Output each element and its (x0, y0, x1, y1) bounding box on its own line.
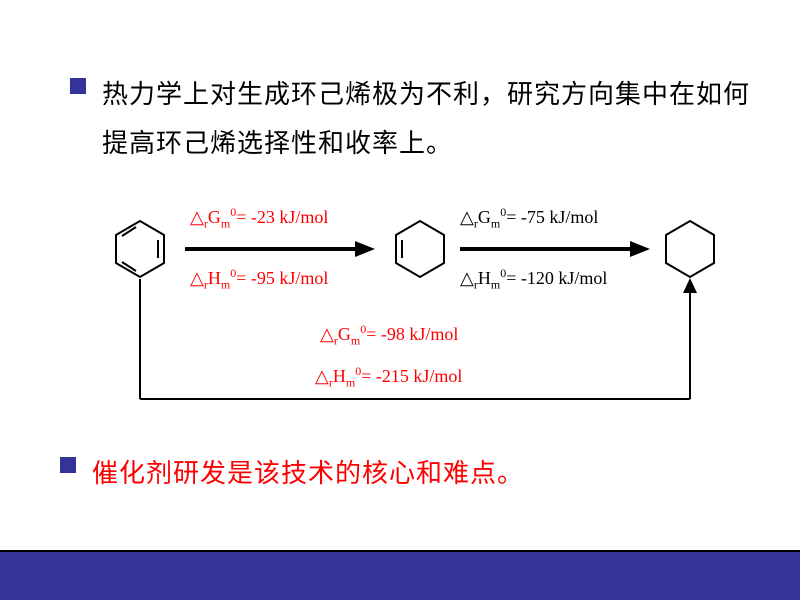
step1-dH: △rHm0= -95 kJ/mol (190, 266, 328, 293)
slide-content: 热力学上对生成环己烯极为不利，研究方向集中在如何提高环己烯选择性和收率上。 (0, 0, 800, 600)
bullet-1: 热力学上对生成环己烯极为不利，研究方向集中在如何提高环己烯选择性和收率上。 (70, 70, 750, 169)
bullet-2-text: 催化剂研发是该技术的核心和难点。 (92, 449, 524, 498)
step2-dG: △rGm0= -75 kJ/mol (460, 205, 598, 232)
square-bullet-icon (60, 457, 76, 473)
bullet-2: 催化剂研发是该技术的核心和难点。 (60, 449, 750, 498)
footer-bar (0, 552, 800, 600)
cyclohexene-icon (396, 221, 444, 277)
diagram-svg (90, 179, 730, 439)
arrow-step1 (185, 241, 375, 257)
bullet-1-text: 热力学上对生成环己烯极为不利，研究方向集中在如何提高环己烯选择性和收率上。 (102, 70, 750, 169)
square-bullet-icon (70, 78, 86, 94)
reaction-diagram: △rGm0= -23 kJ/mol △rHm0= -95 kJ/mol △rGm… (90, 179, 730, 439)
benzene-icon (116, 221, 164, 277)
step1-dG: △rGm0= -23 kJ/mol (190, 205, 328, 232)
step2-dH: △rHm0= -120 kJ/mol (460, 266, 607, 293)
cyclohexane-icon (666, 221, 714, 277)
overall-dH: △rHm0= -215 kJ/mol (315, 364, 462, 391)
arrow-step2 (460, 241, 650, 257)
overall-dG: △rGm0= -98 kJ/mol (320, 322, 458, 349)
